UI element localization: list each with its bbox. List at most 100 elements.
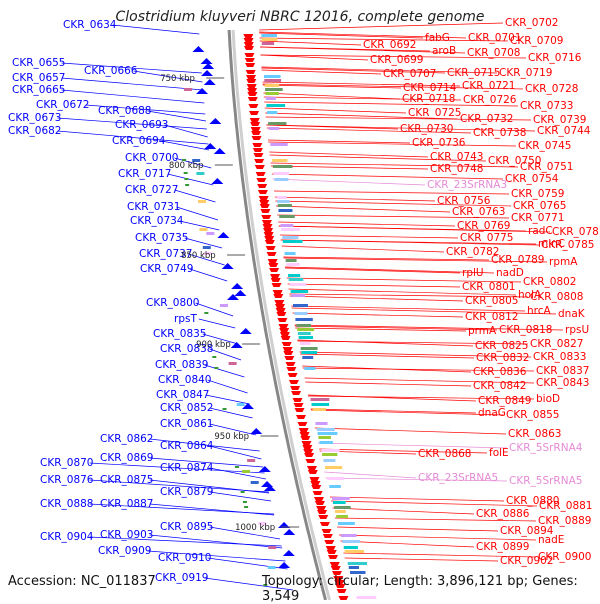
gene-label-right[interactable]: CKR_0726	[463, 94, 517, 106]
gene-label-right[interactable]: CKR_0812	[465, 311, 518, 323]
gene-label-right[interactable]: CKR_0849	[478, 395, 531, 407]
gene-label-left[interactable]: CKR_0870	[40, 457, 93, 469]
gene-label-right[interactable]: CKR_0894	[500, 525, 554, 537]
gene-label-right[interactable]: CKR_0730	[400, 123, 453, 135]
gene-label-left[interactable]: CKR_0835	[153, 328, 206, 340]
gene-label-left[interactable]: CKR_0634	[63, 19, 117, 31]
gene-label-left[interactable]: CKR_0727	[125, 184, 178, 196]
gene-label-right[interactable]: nadE	[538, 534, 564, 546]
gene-label-right[interactable]: CKR_0836	[473, 366, 527, 378]
gene-label-right[interactable]: dnaG	[478, 407, 506, 419]
gene-label-right[interactable]: CKR_0900	[538, 551, 591, 563]
gene-label-left[interactable]: CKR_0847	[156, 389, 209, 401]
gene-label-right[interactable]: CKR_0759	[511, 188, 564, 200]
gene-label-left[interactable]: CKR_0734	[130, 215, 184, 227]
gene-label-right[interactable]: CKR_0881	[539, 500, 592, 512]
gene-label-right[interactable]: CKR_0765	[513, 200, 566, 212]
gene-label-right[interactable]: CKR_0868	[418, 448, 471, 460]
gene-label-right[interactable]: CKR_0886	[476, 508, 530, 520]
gene-label-right[interactable]: rpsU	[565, 324, 589, 336]
gene-label-left[interactable]: CKR_0682	[8, 125, 61, 137]
gene-label-right[interactable]: CKR_0744	[537, 125, 591, 137]
gene-label-right[interactable]: CKR_0837	[536, 365, 589, 377]
gene-label-right[interactable]: CKR_0701	[468, 32, 521, 44]
gene-label-right[interactable]: CKR_0750	[488, 155, 541, 167]
gene-label-right[interactable]: nadD	[496, 267, 524, 279]
gene-label-right[interactable]: CKR_23SrRNA3	[427, 179, 507, 191]
gene-label-right[interactable]: folE	[489, 447, 509, 459]
gene-label-left[interactable]: CKR_0895	[160, 521, 213, 533]
gene-label-right[interactable]: CKR_0732	[460, 113, 513, 125]
gene-label-left[interactable]: CKR_0861	[160, 418, 213, 430]
gene-label-right[interactable]: CKR_0707	[383, 68, 436, 80]
gene-label-left[interactable]: CKR_0879	[160, 486, 213, 498]
gene-label-left[interactable]: CKR_0749	[140, 263, 193, 275]
gene-label-right[interactable]: prmA	[468, 325, 497, 337]
gene-label-right[interactable]: CKR_0716	[528, 52, 582, 64]
gene-label-left[interactable]: rpsT	[174, 313, 197, 325]
gene-label-right[interactable]: CKR_0843	[536, 377, 589, 389]
gene-label-right[interactable]: CKR_0863	[508, 428, 561, 440]
gene-label-right[interactable]: bioD	[536, 393, 560, 405]
gene-label-left[interactable]: CKR_0735	[135, 232, 188, 244]
gene-label-right[interactable]: CKR_0728	[525, 83, 578, 95]
gene-label-left[interactable]: CKR_0840	[158, 374, 211, 386]
gene-label-left[interactable]: CKR_0887	[100, 498, 153, 510]
gene-label-right[interactable]: radC	[528, 225, 553, 237]
gene-label-right[interactable]: CKR_0880	[506, 495, 559, 507]
gene-label-right[interactable]: CKR_0842	[473, 380, 526, 392]
gene-label-right[interactable]: CKR_0718	[402, 93, 455, 105]
gene-label-right[interactable]: CKR_23SrRNA5	[418, 472, 498, 484]
gene-label-right[interactable]: CKR_0739	[533, 114, 586, 126]
gene-label-left[interactable]: CKR_0700	[125, 152, 178, 164]
gene-label-right[interactable]: rplU	[462, 267, 484, 279]
gene-label-left[interactable]: CKR_0876	[40, 474, 94, 486]
gene-label-left[interactable]: CKR_0904	[40, 531, 94, 543]
gene-label-right[interactable]: CKR_0902	[500, 555, 553, 567]
gene-label-right[interactable]: CKR_0889	[538, 515, 591, 527]
gene-label-right[interactable]: CKR_5SrRNA4	[509, 442, 583, 454]
gene-label-right[interactable]: CKR_0899	[476, 541, 529, 553]
gene-label-right[interactable]: CKR_0719	[499, 67, 552, 79]
gene-label-right[interactable]: CKR_0825	[475, 340, 528, 352]
gene-label-right[interactable]: CKR_0748	[430, 163, 483, 175]
gene-label-right[interactable]: CKR_0699	[370, 54, 423, 66]
gene-label-right[interactable]: CKR_0827	[530, 338, 583, 350]
gene-label-left[interactable]: CKR_0919	[155, 572, 208, 584]
gene-label-right[interactable]: CKR_0708	[467, 47, 520, 59]
gene-label-left[interactable]: CKR_0657	[12, 72, 65, 84]
gene-label-left[interactable]: CKR_0862	[100, 433, 153, 445]
gene-label-left[interactable]: CKR_0731	[127, 201, 180, 213]
gene-label-right[interactable]: CKR_0855	[506, 409, 559, 421]
gene-label-right[interactable]: dnaK	[558, 308, 586, 320]
gene-label-left[interactable]: CKR_0909	[98, 545, 151, 557]
gene-label-right[interactable]: CKR_0736	[412, 137, 466, 149]
gene-label-right[interactable]: CKR_0789	[491, 254, 544, 266]
gene-label-right[interactable]: minC	[538, 238, 565, 250]
gene-label-right[interactable]: CKR_5SrRNA5	[509, 475, 582, 487]
gene-label-right[interactable]: CKR_0769	[457, 220, 510, 232]
gene-label-left[interactable]: CKR_0665	[12, 84, 65, 96]
gene-label-left[interactable]: CKR_0673	[8, 112, 61, 124]
gene-label-left[interactable]: CKR_0874	[160, 462, 214, 474]
gene-label-right[interactable]: aroB	[432, 45, 456, 57]
gene-label-right[interactable]: CKR_0775	[460, 232, 513, 244]
gene-label-left[interactable]: CKR_0852	[160, 402, 213, 414]
gene-label-left[interactable]: CKR_0737	[139, 248, 192, 260]
gene-label-right[interactable]: CKR_0714	[403, 82, 457, 94]
gene-label-left[interactable]: CKR_0903	[100, 529, 153, 541]
gene-label-left[interactable]: CKR_0888	[40, 498, 93, 510]
gene-label-left[interactable]: CKR_0717	[118, 168, 171, 180]
gene-label-right[interactable]: CKR_0832	[476, 352, 529, 364]
gene-label-left[interactable]: CKR_0875	[100, 474, 153, 486]
gene-label-right[interactable]: CKR_0709	[510, 35, 563, 47]
gene-label-right[interactable]: holA	[518, 289, 542, 301]
gene-label-left[interactable]: CKR_0800	[146, 297, 199, 309]
gene-label-right[interactable]: CKR_0743	[430, 151, 483, 163]
gene-label-right[interactable]: CKR_0745	[518, 140, 571, 152]
gene-label-left[interactable]: CKR_0693	[115, 119, 168, 131]
gene-label-right[interactable]: CKR_0781	[552, 226, 600, 238]
gene-label-right[interactable]: CKR_0715	[447, 67, 500, 79]
gene-label-right[interactable]: CKR_0802	[523, 276, 576, 288]
